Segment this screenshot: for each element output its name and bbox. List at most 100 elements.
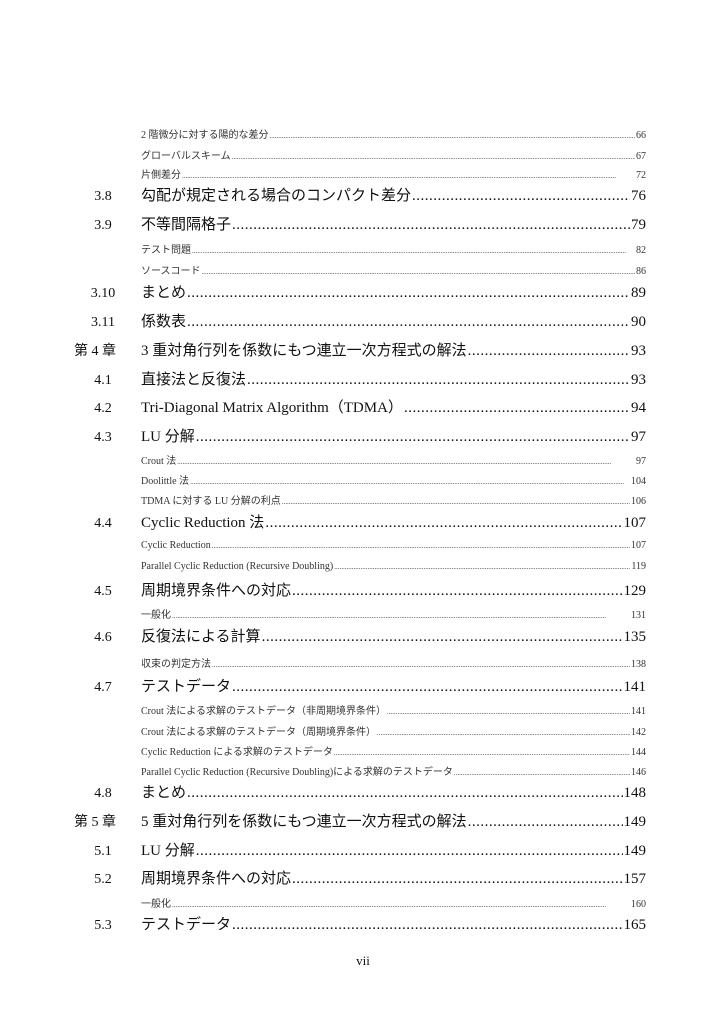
- toc-entry-page: 97: [631, 429, 646, 445]
- toc-entry-title: まとめ: [141, 285, 187, 301]
- toc-dot-leader: [212, 542, 630, 550]
- toc-section-entry[interactable]: 3.10 まとめ 89: [78, 281, 646, 302]
- toc-entry-title: テストデータ: [141, 917, 232, 933]
- toc-entry-title: 片側差分: [141, 170, 181, 181]
- toc-entry-page: 67: [636, 151, 646, 162]
- toc-dot-leader: [172, 612, 630, 620]
- toc-section-entry[interactable]: 4.2 Tri-Diagonal Matrix Algorithm（TDMA） 94: [78, 396, 646, 417]
- toc-dot-leader: [190, 478, 630, 486]
- toc-dot-leader: [247, 372, 630, 389]
- toc-subsection-entry[interactable]: 一般化 131: [78, 606, 646, 621]
- toc-section-entry[interactable]: 4.5 周期境界条件への対応 129: [78, 579, 646, 600]
- toc-dot-leader: [468, 814, 623, 831]
- toc-entry-number: 4.1: [94, 373, 112, 388]
- toc-entry-page: 86: [636, 266, 646, 277]
- toc-entry-number: 4.4: [94, 516, 112, 531]
- toc-entry-page: 142: [631, 727, 646, 738]
- toc-section-entry[interactable]: 4.3 LU 分解 97: [78, 425, 646, 446]
- toc-entry-page: 94: [631, 400, 646, 416]
- toc-entry-page: 165: [623, 917, 647, 933]
- toc-subsection-entry[interactable]: テスト問題 82: [78, 241, 646, 256]
- toc-dot-leader: [292, 871, 622, 888]
- toc-entry-title: Cyclic Reduction: [141, 540, 211, 551]
- toc-entry-page: 149: [623, 843, 647, 859]
- toc-subsection-entry[interactable]: グローバルスキーム 67: [78, 147, 646, 162]
- toc-entry-title: TDMA に対する LU 分解の利点: [141, 496, 281, 507]
- toc-entry-number: 5.1: [94, 844, 112, 859]
- toc-section-entry[interactable]: 3.11 係数表 90: [78, 310, 646, 331]
- toc-entry-page: 107: [623, 515, 647, 531]
- toc-entry-page: 141: [631, 706, 646, 717]
- toc-subsection-entry[interactable]: Parallel Cyclic Reduction (Recursive Dou…: [78, 561, 646, 572]
- toc-entry-page: 149: [623, 814, 647, 830]
- toc-entry-page: 119: [631, 561, 646, 572]
- toc-section-entry[interactable]: 4.4 Cyclic Reduction 法 107: [78, 511, 646, 532]
- toc-entry-title: Parallel Cyclic Reduction (Recursive Dou…: [141, 561, 334, 572]
- toc-subsection-entry[interactable]: 一般化 160: [78, 895, 646, 910]
- page-number: vii: [356, 953, 370, 968]
- toc-entry-title: 一般化: [141, 610, 171, 621]
- toc-entry-title: 5 重対角行列を係数にもつ連立一次方程式の解法: [141, 814, 467, 830]
- toc-entry-title: ソースコード: [141, 266, 201, 277]
- toc-dot-leader: [232, 917, 622, 934]
- toc-dot-leader: [377, 729, 630, 737]
- toc-subsection-entry[interactable]: ソースコード 86: [78, 262, 646, 277]
- toc-subsection-entry[interactable]: Doolittle 法 104: [78, 472, 646, 487]
- toc-dot-leader: [202, 268, 636, 276]
- toc-entry-page: 72: [636, 170, 646, 181]
- toc-dot-leader: [212, 661, 630, 669]
- toc-entry-title: 収束の判定方法: [141, 659, 211, 670]
- toc-entry-page: 141: [623, 679, 647, 695]
- toc-subsection-entry[interactable]: 収束の判定方法 138: [78, 655, 646, 670]
- toc-entry-page: 106: [631, 496, 646, 507]
- toc-entry-page: 76: [631, 188, 646, 204]
- toc-section-entry[interactable]: 4.1 直接法と反復法 93: [78, 368, 646, 389]
- toc-entry-page: 79: [631, 217, 646, 233]
- toc-dot-leader: [262, 629, 623, 646]
- toc-dot-leader: [412, 188, 630, 205]
- toc-entry-title: 周期境界条件への対応: [141, 583, 292, 599]
- toc-subsection-entry[interactable]: Crout 法による求解のテストデータ（非周期境界条件） 141: [78, 702, 646, 717]
- toc-dot-leader: [187, 785, 622, 802]
- toc-entry-number: 第 4 章: [74, 344, 116, 359]
- toc-entry-title: まとめ: [141, 785, 187, 801]
- toc-section-entry[interactable]: 5.3 テストデータ 165: [78, 913, 646, 934]
- toc-entry-page: 82: [636, 245, 646, 256]
- toc-section-entry[interactable]: 3.8 勾配が規定される場合のコンパクト差分 76: [78, 184, 646, 205]
- toc-entry-number: 4.8: [94, 786, 112, 801]
- toc-entry-title: テストデータ: [141, 679, 232, 695]
- toc-entry-title: Cyclic Reduction による求解のテストデータ: [141, 747, 333, 758]
- toc-section-entry[interactable]: 3.9 不等間隔格子 79: [78, 213, 646, 234]
- toc-dot-leader: [387, 708, 630, 716]
- toc-entry-number: 5.3: [94, 918, 112, 933]
- toc-entry-page: 135: [623, 629, 647, 645]
- toc-subsection-entry[interactable]: 2 階微分に対する陽的な差分 66: [78, 126, 646, 141]
- toc-entry-title: 周期境界条件への対応: [141, 871, 292, 887]
- toc-entry-number: 3.10: [90, 286, 116, 301]
- toc-dot-leader: [196, 429, 630, 446]
- toc-section-entry[interactable]: 4.8 まとめ 148: [78, 781, 646, 802]
- toc-entry-page: 129: [623, 583, 647, 599]
- toc-subsection-entry[interactable]: Cyclic Reduction による求解のテストデータ 144: [78, 743, 646, 758]
- toc-section-entry[interactable]: 4.6 反復法による計算 135: [78, 625, 646, 646]
- toc-entry-page: 66: [636, 130, 646, 141]
- toc-section-entry[interactable]: 5.2 周期境界条件への対応 157: [78, 867, 646, 888]
- toc-section-entry[interactable]: 4.7 テストデータ 141: [78, 675, 646, 696]
- toc-entry-page: 138: [631, 659, 646, 670]
- toc-subsection-entry[interactable]: 片側差分 72: [78, 166, 646, 181]
- toc-dot-leader: [334, 749, 630, 757]
- toc-subsection-entry[interactable]: Crout 法による求解のテストデータ（周期境界条件） 142: [78, 723, 646, 738]
- toc-dot-leader: [468, 343, 630, 360]
- toc-entry-number: 3.11: [91, 315, 115, 330]
- toc-subsection-entry[interactable]: Parallel Cyclic Reduction (Recursive Dou…: [78, 763, 646, 778]
- toc-entry-title: 3 重対角行列を係数にもつ連立一次方程式の解法: [141, 343, 467, 359]
- toc-chapter-entry[interactable]: 第 4 章 3 重対角行列を係数にもつ連立一次方程式の解法 93: [74, 339, 646, 360]
- toc-chapter-entry[interactable]: 第 5 章 5 重対角行列を係数にもつ連立一次方程式の解法 149: [74, 810, 647, 831]
- toc-entry-title: 一般化: [141, 899, 171, 910]
- toc-subsection-entry[interactable]: Cyclic Reduction 107: [78, 540, 646, 551]
- toc-section-entry[interactable]: 5.1 LU 分解 149: [78, 839, 646, 860]
- toc-subsection-entry[interactable]: Crout 法 97: [78, 452, 646, 467]
- toc-entry-page: 107: [631, 540, 646, 551]
- toc-entry-number: 3.9: [94, 218, 112, 233]
- toc-subsection-entry[interactable]: TDMA に対する LU 分解の利点 106: [78, 492, 646, 507]
